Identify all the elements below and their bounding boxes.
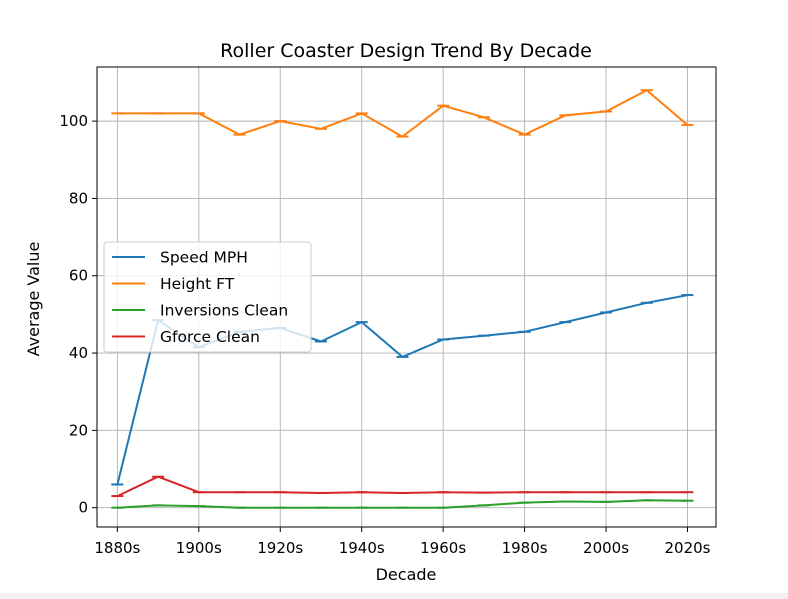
y-tick-label: 100	[59, 112, 88, 130]
y-tick-label: 20	[69, 421, 88, 439]
x-tick-label: 1960s	[420, 539, 466, 557]
series-height-ft	[111, 89, 694, 138]
y-axis-ticks: 0 20 40 60 80 100	[59, 112, 97, 517]
x-tick-label: 1900s	[176, 539, 222, 557]
x-axis-ticks: 1880s 1900s 1920s 1940s 1960s 1980s 2000s 2020s	[94, 527, 711, 557]
legend: Speed MPH Height FT Inversions Clean Gforce…	[103, 241, 312, 353]
y-tick-label: 0	[78, 499, 88, 517]
y-axis-label: Average Value	[24, 242, 43, 357]
y-tick-label: 60	[69, 267, 88, 285]
plot-frame	[96, 66, 717, 528]
legend-box	[103, 241, 312, 353]
series-inversions-clean	[111, 499, 694, 509]
bottom-bar	[0, 593, 788, 599]
chart-title: Roller Coaster Design Trend By Decade	[220, 40, 592, 62]
y-tick-label: 40	[69, 344, 88, 362]
x-tick-label: 1940s	[339, 539, 385, 557]
x-tick-label: 1880s	[94, 539, 140, 557]
x-tick-label: 1980s	[502, 539, 548, 557]
x-axis-label: Decade	[376, 565, 437, 584]
series-gforce-clean	[111, 475, 694, 498]
x-tick-label: 2020s	[664, 539, 710, 557]
legend-label: Gforce Clean	[160, 328, 260, 346]
legend-label: Height FT	[160, 275, 235, 293]
x-tick-label: 1920s	[257, 539, 303, 557]
legend-label: Inversions Clean	[160, 302, 288, 320]
y-tick-label: 80	[69, 189, 88, 207]
legend-label: Speed MPH	[160, 249, 248, 267]
x-tick-label: 2000s	[583, 539, 629, 557]
